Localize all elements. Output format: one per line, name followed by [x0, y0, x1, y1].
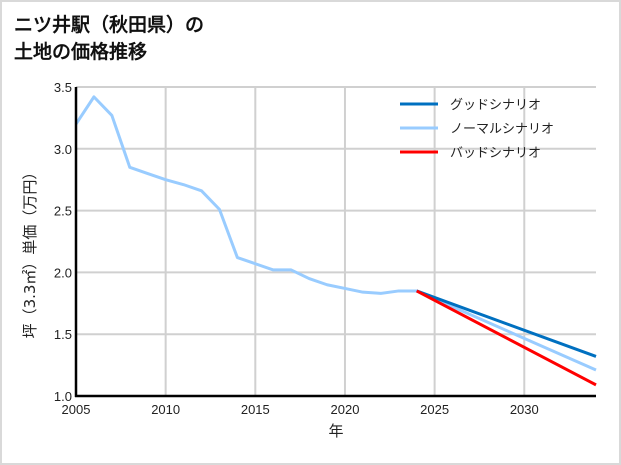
y-tick-label: 2.0	[54, 265, 72, 280]
series-line	[416, 289, 597, 358]
title-line-1: ニツ井駅（秋田県）の	[14, 14, 205, 36]
chart-title: ニツ井駅（秋田県）の 土地の価格推移	[14, 12, 204, 66]
x-tick-label: 2015	[241, 402, 270, 417]
series-line	[74, 95, 597, 372]
legend-label: グッドシナリオ	[450, 98, 541, 113]
x-tick-label: 2020	[331, 402, 360, 417]
y-tick-label: 3.0	[54, 142, 72, 157]
y-tick-label: 2.5	[54, 204, 72, 219]
y-tick-label: 1.0	[54, 389, 72, 404]
y-axis-label: 坪（3.3㎡）単価（万円）	[21, 165, 39, 339]
x-tick-label: 2010	[151, 402, 180, 417]
legend-label: ノーマルシナリオ	[450, 122, 554, 137]
y-tick-label: 3.5	[54, 80, 72, 95]
x-axis-label: 年	[328, 422, 343, 440]
y-tick-label: 1.5	[54, 327, 72, 342]
x-tick-label: 2005	[62, 402, 91, 417]
series-line	[415, 289, 597, 387]
title-line-2: 土地の価格推移	[14, 41, 148, 63]
legend-label: バッドシナリオ	[450, 146, 541, 161]
x-tick-label: 2025	[420, 402, 449, 417]
x-tick-label: 2030	[510, 402, 539, 417]
